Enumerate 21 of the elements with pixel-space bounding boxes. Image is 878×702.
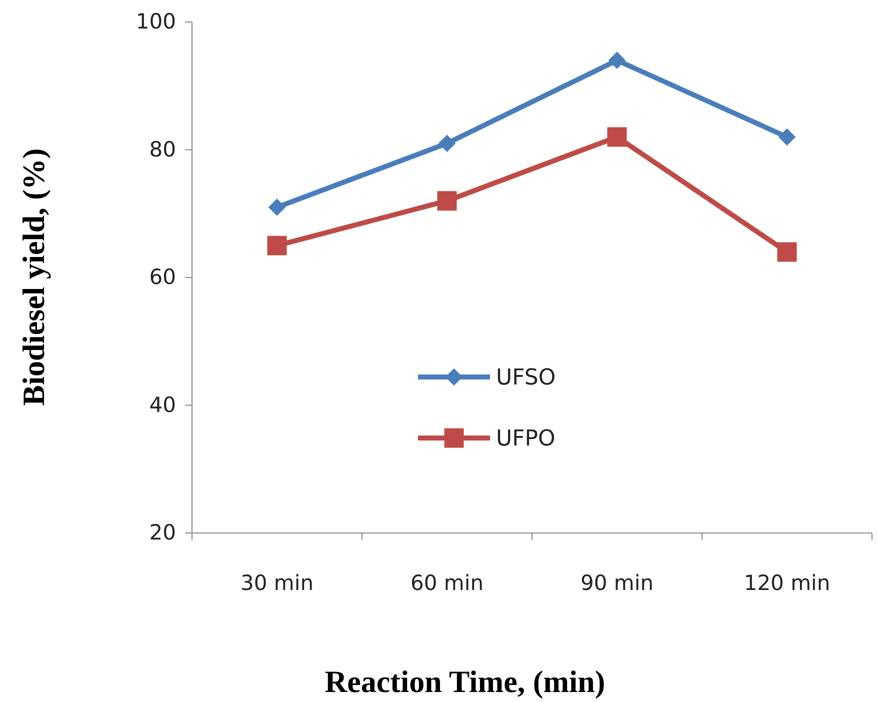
point xyxy=(607,127,627,147)
y-axis-title: Biodiesel yield, (%) xyxy=(16,148,51,406)
x-axis-title: Reaction Time, (min) xyxy=(324,664,606,699)
point xyxy=(267,236,287,256)
point xyxy=(437,191,457,211)
point xyxy=(268,198,286,216)
x-tick-label: 60 min xyxy=(410,570,484,595)
x-tick-label: 30 min xyxy=(240,570,314,595)
point xyxy=(438,134,456,152)
x-tick-label: 120 min xyxy=(744,570,830,595)
y-tick-label: 40 xyxy=(149,392,176,417)
legend-label: UFSO xyxy=(496,366,556,391)
y-tick-label: 100 xyxy=(136,10,176,34)
x-tick-label: 90 min xyxy=(580,570,654,595)
legend-label: UFPO xyxy=(496,426,556,452)
point xyxy=(608,52,626,69)
y-tick-label: 60 xyxy=(149,265,176,290)
y-tick-label: 80 xyxy=(149,137,176,162)
point xyxy=(777,242,797,262)
point xyxy=(778,128,796,146)
y-tick-label: 20 xyxy=(149,520,176,545)
